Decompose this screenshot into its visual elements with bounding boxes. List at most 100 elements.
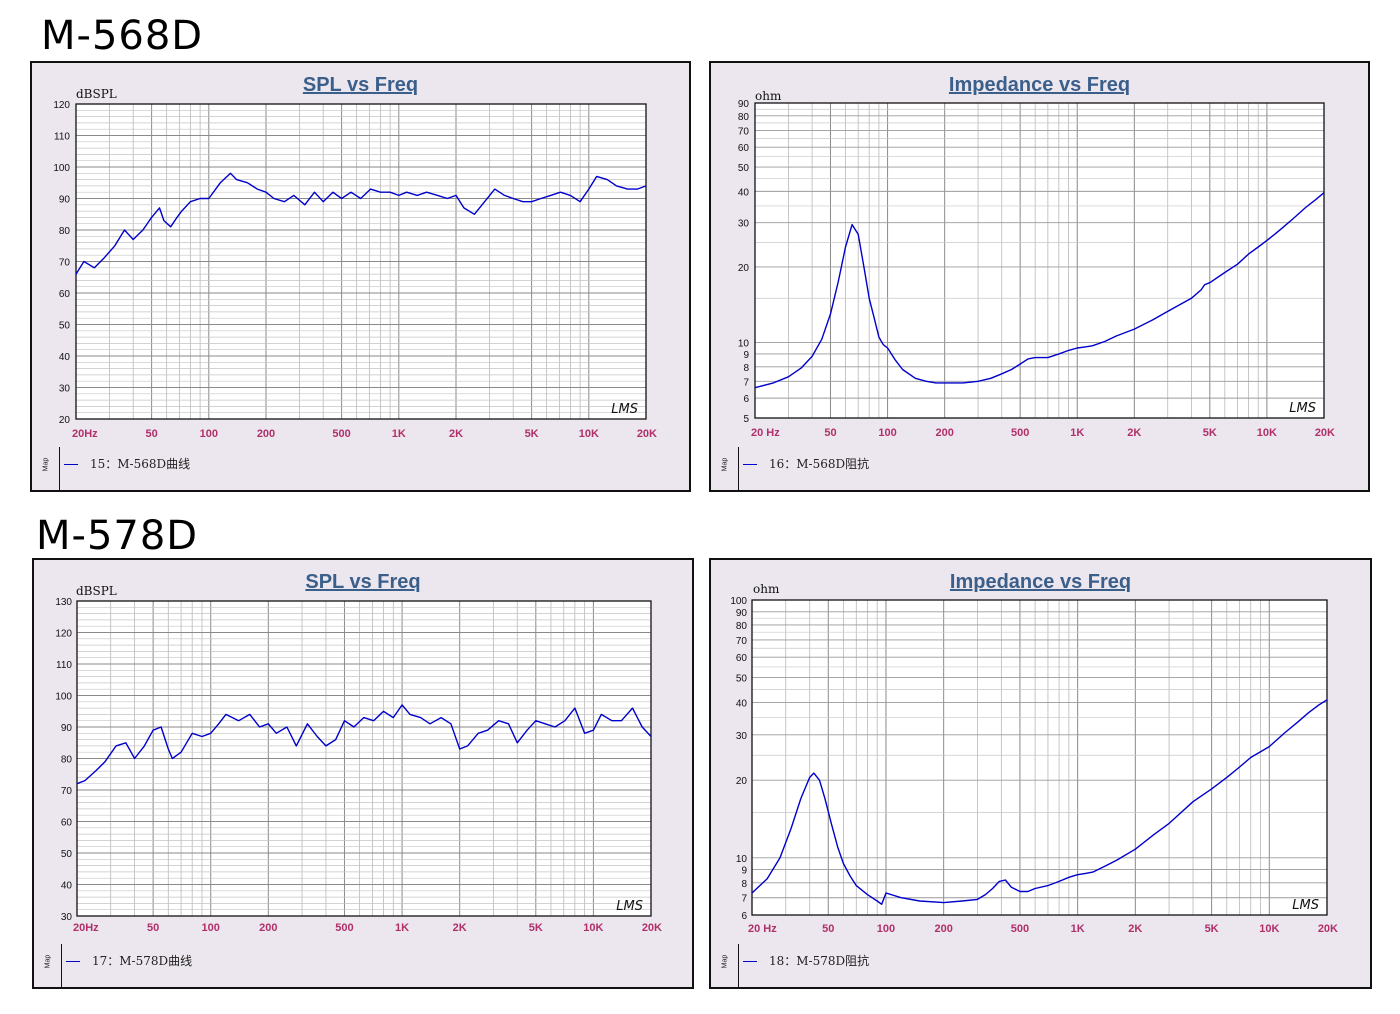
y-tick-label: 80 bbox=[738, 112, 750, 123]
x-tick-label: 200 bbox=[257, 428, 275, 440]
y-tick-label: 10 bbox=[736, 854, 748, 865]
y-tick-label: 40 bbox=[738, 187, 750, 198]
x-tick-label: 500 bbox=[1011, 923, 1029, 935]
legend-line-swatch bbox=[743, 961, 757, 962]
y-tick-label: 70 bbox=[738, 126, 750, 137]
x-tick-label: 20Hz bbox=[73, 922, 99, 934]
legend-map-label: Map bbox=[32, 447, 60, 490]
x-tick-label: 5K bbox=[525, 428, 539, 440]
x-tick-label: 20K bbox=[637, 428, 657, 440]
x-tick-label: 20K bbox=[642, 922, 662, 934]
x-tick-label: 5K bbox=[1205, 923, 1219, 935]
y-tick-label: 6 bbox=[743, 394, 749, 405]
y-tick-label: 50 bbox=[736, 674, 748, 685]
plot-border bbox=[751, 599, 1328, 916]
grid bbox=[751, 599, 1328, 916]
chart-title: Impedance vs Freq bbox=[949, 74, 1130, 96]
grid bbox=[75, 103, 647, 420]
impedance-chart-panel-1: Map 16：M-568D阻抗 Impedance vs Freq ohm 5 6 7 8… bbox=[709, 61, 1370, 492]
y-tick-label: 40 bbox=[61, 881, 73, 892]
y-tick-label: 80 bbox=[61, 755, 73, 766]
y-tick-label: 100 bbox=[730, 596, 747, 607]
y-tick-label: 70 bbox=[61, 786, 73, 797]
legend-map-label: Map bbox=[34, 944, 62, 987]
x-tick-label: 1K bbox=[1070, 427, 1084, 439]
impedance-chart-panel-2: Map 18：M-578D阻抗 Impedance vs Freq ohm 6 7 8 9… bbox=[709, 558, 1372, 989]
y-tick-label: 20 bbox=[736, 776, 748, 787]
model-title-1: M-568D bbox=[41, 13, 204, 59]
x-tick-label: 10K bbox=[1259, 923, 1279, 935]
y-tick-label: 6 bbox=[741, 911, 747, 922]
y-tick-label: 8 bbox=[743, 363, 749, 374]
y-tick-label: 30 bbox=[61, 912, 73, 923]
series-line bbox=[754, 192, 1325, 389]
y-tick-label: 90 bbox=[738, 99, 750, 110]
y-tick-label: 7 bbox=[741, 894, 747, 905]
x-tick-label: 100 bbox=[877, 923, 895, 935]
y-tick-label: 9 bbox=[741, 866, 747, 877]
impedance-chart-2: Impedance vs Freq ohm 6 7 8 910 20 30 40 50 60 70 80… bbox=[730, 571, 1338, 935]
y-tick-label: 50 bbox=[61, 849, 73, 860]
y-tick-label: 90 bbox=[59, 195, 71, 206]
y-tick-label: 120 bbox=[53, 100, 70, 111]
y-tick-label: 7 bbox=[743, 377, 749, 388]
lms-watermark: LMS bbox=[1292, 898, 1319, 913]
y-tick-label: 90 bbox=[736, 608, 748, 619]
legend-entry: 15：M-568D曲线 bbox=[64, 455, 190, 472]
legend-map-label: Map bbox=[711, 447, 739, 490]
x-tick-label: 100 bbox=[200, 428, 218, 440]
x-tick-label: 2K bbox=[1128, 923, 1142, 935]
plot-border bbox=[75, 103, 647, 420]
plot-border bbox=[76, 600, 652, 917]
spl-chart-2: SPL vs Freq dBSPL 30 40 50 60 70 80 90 100 110 120 1… bbox=[55, 571, 662, 934]
series-line bbox=[75, 172, 647, 275]
series-line bbox=[76, 704, 652, 785]
x-tick-label: 1K bbox=[1071, 923, 1085, 935]
series-line bbox=[751, 699, 1328, 905]
x-tick-label: 500 bbox=[335, 922, 353, 934]
x-tick-label: 2K bbox=[1127, 427, 1141, 439]
y-tick-label: 5 bbox=[743, 414, 749, 425]
x-tick-label: 2K bbox=[449, 428, 463, 440]
x-tick-label: 20Hz bbox=[72, 428, 98, 440]
y-tick-label: 120 bbox=[55, 629, 72, 640]
y-unit-label: dBSPL bbox=[76, 87, 117, 101]
y-tick-label: 60 bbox=[59, 289, 71, 300]
legend-entry: 17：M-578D曲线 bbox=[66, 952, 192, 969]
y-tick-label: 70 bbox=[59, 258, 71, 269]
x-tick-label: 200 bbox=[935, 427, 953, 439]
legend-map-label: Map bbox=[711, 944, 739, 987]
y-unit-label: ohm bbox=[755, 89, 782, 103]
plot-area bbox=[752, 600, 1327, 915]
spl-chart-1: SPL vs Freq dBSPL 20 30 40 50 60 70 80 90 100 110 12… bbox=[53, 74, 657, 440]
plot-border bbox=[754, 102, 1325, 419]
plot-area bbox=[755, 103, 1324, 418]
x-tick-label: 1K bbox=[395, 922, 409, 934]
y-unit-label: dBSPL bbox=[76, 584, 117, 598]
x-tick-label: 10K bbox=[1257, 427, 1277, 439]
x-tick-label: 2K bbox=[453, 922, 467, 934]
y-tick-label: 110 bbox=[56, 660, 72, 671]
y-tick-label: 20 bbox=[738, 263, 750, 274]
x-tick-label: 50 bbox=[145, 428, 157, 440]
legend-line-swatch bbox=[743, 464, 757, 465]
legend-entry: 16：M-568D阻抗 bbox=[743, 455, 869, 472]
x-tick-label: 500 bbox=[1011, 427, 1029, 439]
lms-watermark: LMS bbox=[611, 402, 638, 417]
spl-chart-panel-1: Map 15：M-568D曲线 SPL vs Freq dBSPL 20 30 40 50… bbox=[30, 61, 691, 492]
x-tick-label: 20K bbox=[1318, 923, 1338, 935]
x-tick-label: 100 bbox=[202, 922, 220, 934]
legend-line-swatch bbox=[64, 464, 78, 465]
y-tick-label: 100 bbox=[53, 163, 70, 174]
x-tick-label: 200 bbox=[934, 923, 952, 935]
y-tick-label: 70 bbox=[736, 636, 748, 647]
x-tick-label: 50 bbox=[147, 922, 159, 934]
y-tick-label: 50 bbox=[59, 321, 71, 332]
legend-entry: 18：M-578D阻抗 bbox=[743, 952, 869, 969]
y-unit-label: ohm bbox=[753, 582, 780, 596]
chart-title: SPL vs Freq bbox=[303, 74, 418, 96]
y-tick-label: 8 bbox=[741, 879, 747, 890]
x-tick-label: 5K bbox=[529, 922, 543, 934]
y-tick-label: 60 bbox=[736, 653, 748, 664]
lms-watermark: LMS bbox=[1289, 401, 1316, 416]
